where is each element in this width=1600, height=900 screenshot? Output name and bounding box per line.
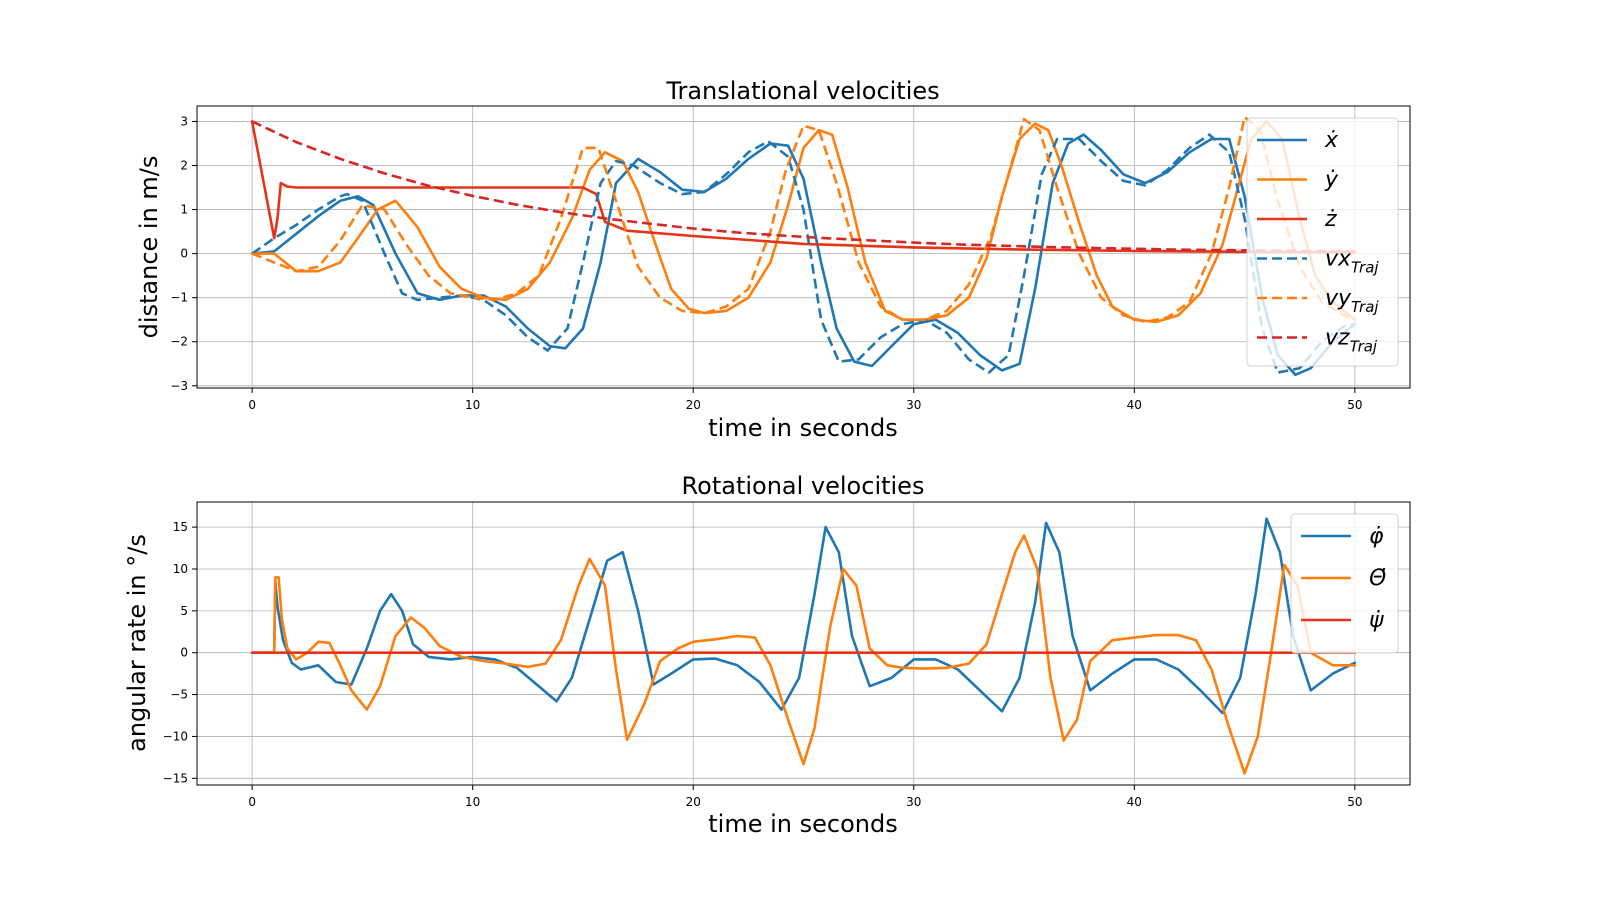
y-tick-label: 10 bbox=[173, 562, 188, 576]
y-tick-label: −15 bbox=[163, 771, 188, 785]
x-tick-label: 30 bbox=[906, 795, 921, 809]
y-tick-label: 2 bbox=[180, 158, 188, 172]
legend-label-base: vz bbox=[1325, 326, 1350, 351]
axis-ticks: 0 10 20 30 40 50 −15 −10 −5 0 5 10 15 bbox=[163, 520, 1363, 809]
x-tick-label: 0 bbox=[248, 398, 256, 412]
legend-label: Θ̇ bbox=[1369, 566, 1386, 591]
x-tick-label: 0 bbox=[248, 795, 256, 809]
legend-box bbox=[1290, 513, 1399, 654]
legend: φ̇ Θ̇ ψ̇ bbox=[1290, 513, 1399, 654]
legend-label: ψ̇ bbox=[1369, 608, 1384, 633]
y-tick-label: 3 bbox=[180, 114, 188, 128]
x-tick-label: 30 bbox=[906, 398, 921, 412]
y-tick-label: −1 bbox=[170, 291, 188, 305]
y-tick-label: −3 bbox=[170, 379, 188, 393]
x-axis-label: time in seconds bbox=[708, 810, 897, 838]
legend-label-base: φ̇ bbox=[1369, 524, 1384, 549]
series-line-1 bbox=[250, 120, 1357, 324]
x-tick-label: 10 bbox=[465, 398, 480, 412]
legend-label: vxTraj bbox=[1325, 247, 1379, 277]
y-tick-label: 5 bbox=[180, 604, 188, 618]
y-tick-label: −10 bbox=[163, 729, 188, 743]
legend-label-base: vx bbox=[1325, 247, 1352, 272]
legend-label-base: ψ̇ bbox=[1369, 608, 1384, 633]
legend-label-base: ż bbox=[1324, 207, 1337, 232]
chart-title: Rotational velocities bbox=[682, 472, 925, 500]
series-line-4 bbox=[251, 115, 1356, 324]
x-tick-label: 50 bbox=[1347, 795, 1362, 809]
series-line-3 bbox=[251, 133, 1356, 374]
gridlines bbox=[197, 502, 1410, 785]
legend-label: ẏ bbox=[1324, 168, 1339, 193]
legend-label-base: Θ̇ bbox=[1369, 566, 1386, 591]
legend-label-base: ẋ bbox=[1324, 128, 1339, 153]
legend-label-base: vy bbox=[1325, 286, 1352, 311]
legend-label-sub: Traj bbox=[1351, 298, 1379, 316]
legend-label: φ̇ bbox=[1369, 524, 1384, 549]
axis-ticks: 0 10 20 30 40 50 −3 −2 −1 0 1 2 3 bbox=[170, 114, 1362, 412]
x-tick-label: 20 bbox=[686, 398, 701, 412]
y-tick-label: 0 bbox=[180, 247, 188, 261]
y-axis-label: distance in m/s bbox=[135, 156, 163, 339]
x-tick-label: 40 bbox=[1127, 795, 1142, 809]
y-axis-label: angular rate in °/s bbox=[123, 534, 151, 752]
series-line-0 bbox=[250, 133, 1357, 377]
plot-frame bbox=[196, 105, 1411, 389]
legend-label-sub: Traj bbox=[1350, 338, 1378, 356]
y-tick-label: −2 bbox=[170, 335, 188, 349]
y-tick-label: 15 bbox=[173, 520, 188, 534]
series-lines bbox=[250, 115, 1357, 377]
series-line-0 bbox=[250, 517, 1357, 715]
legend-label: ẋ bbox=[1324, 128, 1339, 153]
legend-label: ż bbox=[1324, 207, 1337, 232]
plot-frame bbox=[196, 501, 1411, 786]
x-tick-label: 10 bbox=[465, 795, 480, 809]
y-tick-label: −5 bbox=[170, 688, 188, 702]
legend-label: vzTraj bbox=[1325, 326, 1378, 356]
x-tick-label: 40 bbox=[1127, 398, 1142, 412]
series-line-2 bbox=[250, 120, 1357, 254]
y-tick-label: 1 bbox=[180, 203, 188, 217]
x-axis-label: time in seconds bbox=[708, 414, 897, 442]
series-lines bbox=[250, 517, 1357, 775]
rotational-velocities-panel: Rotational velocities 0 10 20 30 40 50−15−10−… bbox=[123, 472, 1411, 838]
legend-label-base: ẏ bbox=[1324, 168, 1339, 193]
y-tick-label: 0 bbox=[180, 646, 188, 660]
x-tick-label: 20 bbox=[686, 795, 701, 809]
legend-label: vyTraj bbox=[1325, 286, 1379, 316]
legend-label-sub: Traj bbox=[1351, 259, 1379, 277]
series-line-1 bbox=[250, 534, 1357, 775]
chart-title: Translational velocities bbox=[665, 77, 939, 105]
legend-box bbox=[1246, 117, 1399, 367]
series-line-5 bbox=[251, 120, 1355, 253]
x-tick-label: 50 bbox=[1347, 398, 1362, 412]
translational-velocities-panel: Translational velocities 0 10 20 30 40 50−3−2… bbox=[135, 77, 1411, 442]
